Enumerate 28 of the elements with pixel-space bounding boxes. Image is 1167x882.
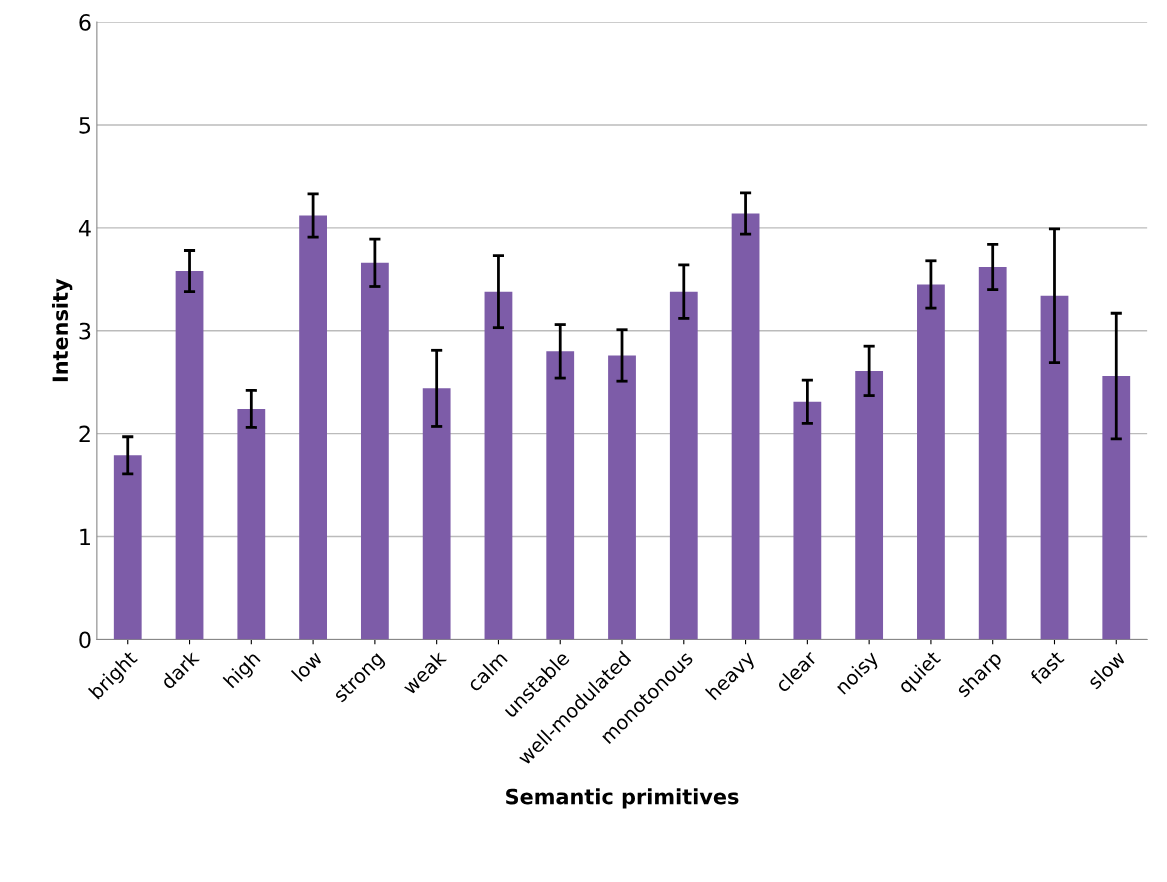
bar bbox=[731, 213, 760, 640]
y-axis-title: Intensity bbox=[51, 278, 73, 382]
bar bbox=[793, 401, 822, 640]
y-tick-label: 3 bbox=[79, 322, 91, 340]
bar bbox=[175, 271, 204, 640]
x-tick-label: fast bbox=[1028, 649, 1065, 686]
bar bbox=[237, 408, 266, 640]
bar bbox=[917, 284, 945, 640]
bar bbox=[1102, 376, 1131, 640]
y-tick-label: 0 bbox=[79, 631, 91, 649]
y-tick-label: 5 bbox=[79, 117, 91, 134]
y-tick-label: 4 bbox=[78, 220, 91, 237]
bar bbox=[855, 370, 884, 640]
x-tick-label: low bbox=[290, 649, 324, 682]
bar bbox=[113, 455, 142, 640]
x-axis-title: Semantic primitives bbox=[506, 788, 739, 809]
bar bbox=[669, 291, 698, 640]
bar bbox=[1040, 295, 1069, 640]
bar bbox=[608, 355, 636, 640]
bar bbox=[978, 266, 1007, 640]
bar bbox=[422, 388, 451, 640]
y-tick-label: 1 bbox=[80, 528, 90, 545]
y-tick-label: 2 bbox=[79, 425, 90, 443]
bar bbox=[484, 291, 513, 640]
y-tick-label: 6 bbox=[79, 14, 91, 31]
bar bbox=[299, 215, 327, 640]
bar bbox=[546, 351, 575, 640]
bar bbox=[360, 262, 389, 640]
